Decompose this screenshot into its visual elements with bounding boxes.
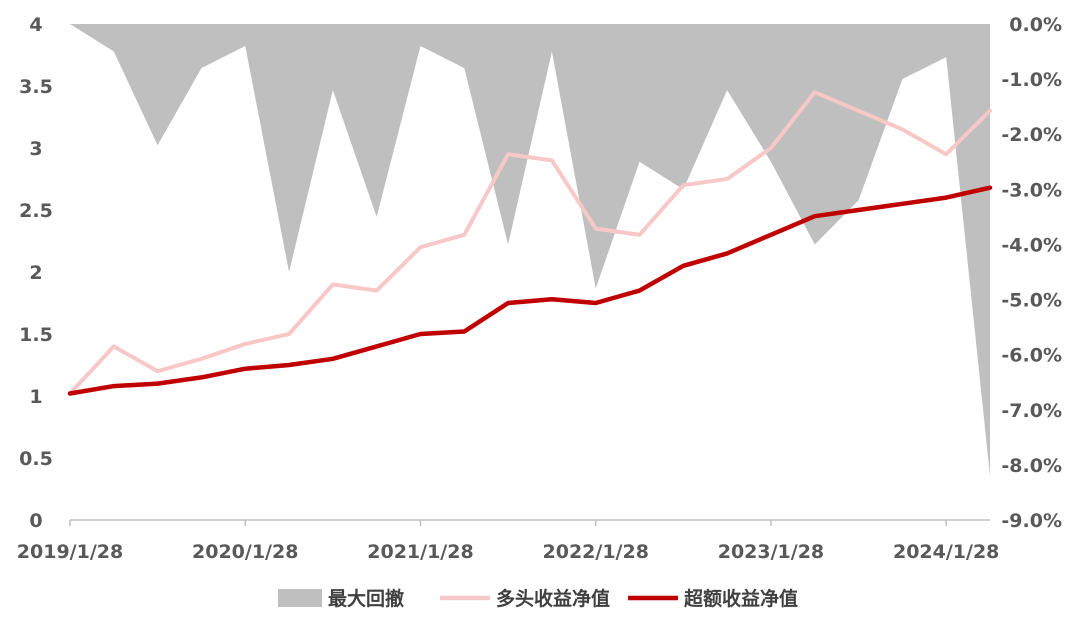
left-y-tick-label: 2.5 [19,200,53,222]
drawdown-area-layer [70,24,990,476]
x-tick-label: 2019/1/28 [17,541,123,563]
x-tick-label: 2021/1/28 [367,541,473,563]
legend-label: 多头收益净值 [496,587,610,610]
right-y-tick-label: -3.0% [1001,179,1062,201]
left-y-tick-label: 0 [29,510,42,532]
left-y-tick-label: 1.5 [19,324,53,346]
left-y-tick-label: 3.5 [19,76,53,98]
x-tick-label: 2023/1/28 [718,541,824,563]
legend: 最大回撤 多头收益净值 超额收益净值 [278,587,798,610]
left-axis-ticks: 0 0.5 1 1.5 2 2.5 3 3.5 4 [19,14,53,532]
x-tick-label: 2022/1/28 [543,541,649,563]
legend-swatch [278,589,322,607]
x-tick-label: 2024/1/28 [893,541,999,563]
right-y-tick-label: -4.0% [1001,234,1062,256]
right-y-tick-label: 0.0% [1009,14,1062,36]
right-axis-ticks: 0.0% -1.0% -2.0% -3.0% -4.0% -5.0% -6.0% -7.0% -… [1001,14,1062,532]
line-series-layer [67,90,993,396]
right-y-tick-label: -9.0% [1001,510,1062,532]
long-net-value-line [68,90,992,396]
right-y-tick-label: -7.0% [1001,400,1062,422]
right-y-tick-label: -8.0% [1001,455,1062,477]
right-y-tick-label: -1.0% [1001,69,1062,91]
drawdown-area [70,24,990,476]
legend-item-excess-net-value: 超额收益净值 [628,587,798,610]
right-y-tick-label: -6.0% [1001,345,1062,367]
right-y-tick-label: -5.0% [1001,290,1062,312]
legend-label: 最大回撤 [328,587,404,610]
excess-net-value-line [67,185,993,396]
x-axis-ticks: 2019/1/28 2020/1/28 2021/1/28 2022/1/28 2023… [17,520,999,563]
left-y-tick-label: 1 [29,386,42,408]
left-y-tick-label: 0.5 [19,448,53,470]
legend-item-drawdown: 最大回撤 [278,587,404,610]
x-tick-label: 2020/1/28 [192,541,298,563]
left-y-tick-label: 4 [29,14,42,36]
legend-label: 超额收益净值 [683,587,798,610]
left-y-tick-label: 2 [29,262,42,284]
right-y-tick-label: -2.0% [1001,124,1062,146]
left-y-tick-label: 3 [29,138,42,160]
legend-item-long-net-value: 多头收益净值 [440,587,610,610]
